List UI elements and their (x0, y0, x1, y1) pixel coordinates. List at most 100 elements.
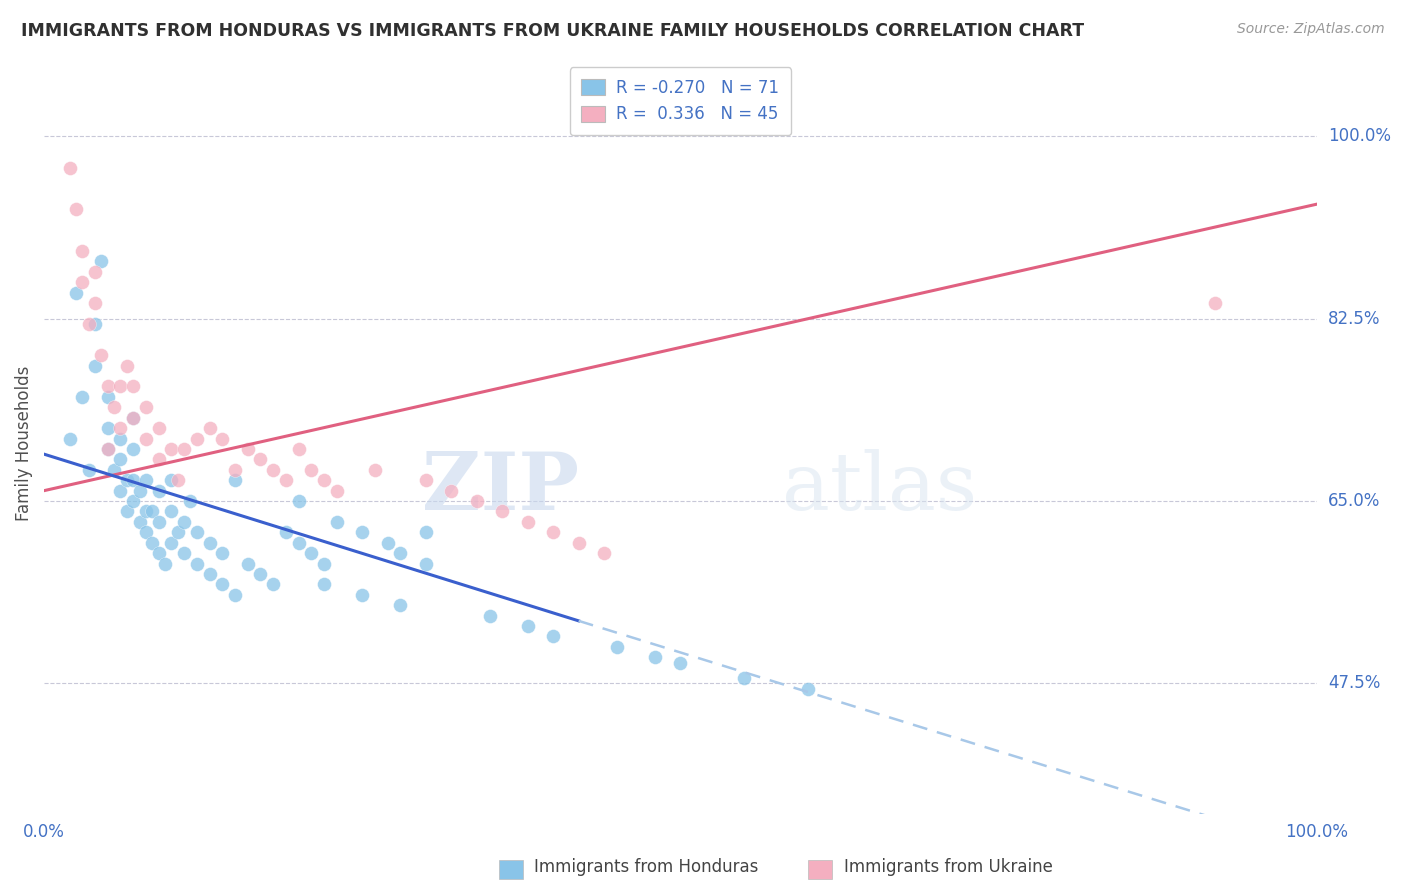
Point (224, 473, 246, 487)
Text: ZIP: ZIP (422, 450, 579, 527)
Point (115, 473, 138, 487)
Point (153, 557, 176, 571)
Text: 65.0%: 65.0% (1329, 492, 1381, 510)
Point (352, 525, 374, 540)
Point (166, 473, 188, 487)
Point (262, 577, 284, 591)
Point (236, 442, 259, 456)
Point (122, 442, 145, 456)
Point (97, 379, 120, 393)
Point (211, 577, 233, 591)
Text: Immigrants from Honduras: Immigrants from Honduras (534, 858, 759, 876)
Point (1204, 296, 1226, 310)
Point (84, 359, 107, 373)
Point (314, 557, 336, 571)
Point (186, 432, 208, 446)
Text: 100.0%: 100.0% (1329, 128, 1391, 145)
Point (352, 588, 374, 602)
Point (211, 546, 233, 560)
Point (148, 452, 170, 467)
Point (148, 421, 170, 435)
Point (128, 483, 150, 498)
Point (122, 379, 145, 393)
Point (58, 432, 80, 446)
Point (90, 254, 112, 268)
Point (160, 504, 183, 518)
Point (122, 473, 145, 487)
Point (173, 515, 195, 529)
Point (122, 494, 145, 508)
Point (541, 525, 564, 540)
Y-axis label: Family Households: Family Households (15, 366, 32, 522)
Point (314, 577, 336, 591)
Point (148, 515, 170, 529)
Point (135, 525, 157, 540)
Point (103, 463, 125, 477)
Point (415, 557, 437, 571)
Point (198, 421, 221, 435)
Point (135, 401, 157, 415)
Point (415, 525, 437, 540)
Point (593, 546, 616, 560)
Point (122, 410, 145, 425)
Point (389, 599, 412, 613)
Point (110, 379, 132, 393)
Point (135, 432, 157, 446)
Point (797, 681, 820, 696)
Point (377, 535, 399, 549)
Point (97, 442, 120, 456)
Point (110, 432, 132, 446)
Point (115, 504, 138, 518)
Point (110, 421, 132, 435)
Point (287, 442, 309, 456)
Point (160, 442, 183, 456)
Point (97, 442, 120, 456)
Point (274, 473, 297, 487)
Point (97, 421, 120, 435)
Point (669, 656, 692, 670)
Point (65, 285, 87, 300)
Point (173, 546, 195, 560)
Legend: R = -0.270   N = 71, R =  0.336   N = 45: R = -0.270 N = 71, R = 0.336 N = 45 (569, 68, 792, 135)
Point (186, 525, 208, 540)
Point (606, 640, 628, 654)
Point (72, 275, 94, 289)
Point (274, 525, 297, 540)
Text: 47.5%: 47.5% (1329, 674, 1381, 692)
Point (287, 535, 309, 549)
Point (465, 494, 488, 508)
Point (72, 244, 94, 258)
Point (90, 348, 112, 362)
Text: atlas: atlas (782, 450, 977, 527)
Point (160, 535, 183, 549)
Point (299, 463, 322, 477)
Point (541, 630, 564, 644)
Point (84, 317, 107, 331)
Point (84, 296, 107, 310)
Point (516, 515, 538, 529)
Point (236, 557, 259, 571)
Point (198, 566, 221, 581)
Point (77, 317, 100, 331)
Point (224, 588, 246, 602)
Point (516, 619, 538, 633)
Point (58, 161, 80, 175)
Point (103, 401, 125, 415)
Point (141, 504, 163, 518)
Text: Source: ZipAtlas.com: Source: ZipAtlas.com (1237, 22, 1385, 37)
Point (326, 483, 349, 498)
Point (84, 265, 107, 279)
Point (173, 442, 195, 456)
Point (644, 650, 666, 665)
Point (198, 535, 221, 549)
Point (115, 359, 138, 373)
Point (224, 463, 246, 477)
Text: IMMIGRANTS FROM HONDURAS VS IMMIGRANTS FROM UKRAINE FAMILY HOUSEHOLDS CORRELATIO: IMMIGRANTS FROM HONDURAS VS IMMIGRANTS F… (21, 22, 1084, 40)
Point (110, 452, 132, 467)
Point (262, 463, 284, 477)
Point (166, 525, 188, 540)
Point (299, 546, 322, 560)
Point (211, 432, 233, 446)
Point (135, 473, 157, 487)
Point (733, 671, 755, 685)
